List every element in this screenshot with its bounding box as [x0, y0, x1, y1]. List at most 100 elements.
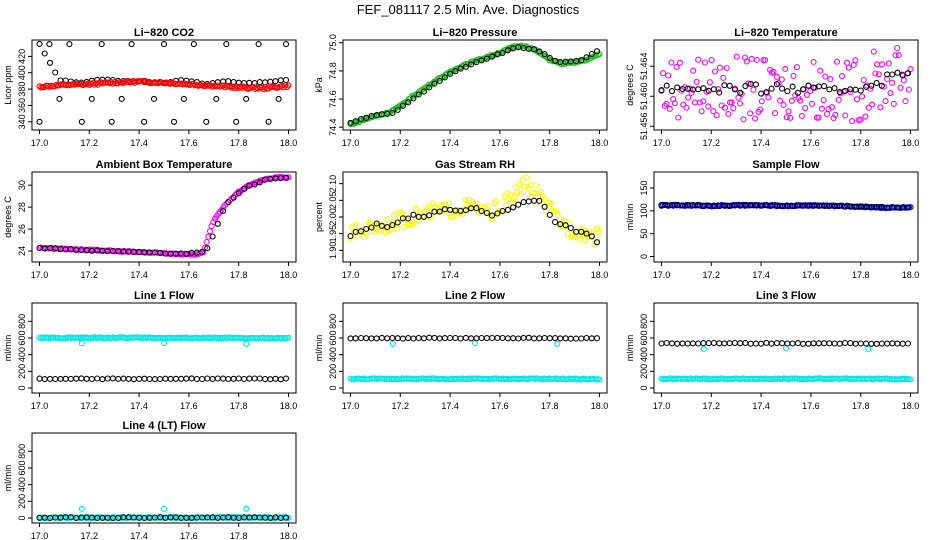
- avg-point: [204, 375, 211, 382]
- y-tick-label: 200: [17, 364, 27, 379]
- x-tick-label: 17.4: [752, 270, 770, 280]
- avg-point: [716, 89, 723, 96]
- avg-point: [478, 207, 485, 215]
- avg-point: [742, 339, 749, 347]
- avg-point: [389, 222, 396, 229]
- outlier-point: [160, 41, 168, 48]
- raw-point: [282, 82, 289, 89]
- x-tick-label: 17.2: [392, 138, 410, 148]
- y-tick-label: 74.4: [328, 118, 338, 136]
- raw-point: [762, 56, 769, 64]
- raw-point: [859, 93, 866, 100]
- raw-point: [885, 60, 892, 67]
- y-tick-label: 50: [639, 229, 649, 239]
- avg-point: [394, 219, 401, 226]
- outlier-point: [56, 95, 63, 102]
- y-tick-label: 2.05: [328, 192, 338, 210]
- avg-point: [99, 376, 106, 383]
- raw-point: [802, 105, 809, 112]
- raw-point: [690, 67, 697, 74]
- chart-panel: Line 3 Flow 17.0 17.2 17.4 17.6 17.8 18.0 0 200 4…: [625, 290, 919, 411]
- raw-point: [502, 202, 509, 209]
- outlier-point: [243, 340, 250, 347]
- avg-point: [578, 335, 585, 342]
- avg-point: [363, 225, 370, 233]
- raw-point: [713, 112, 720, 119]
- raw-point: [765, 94, 772, 101]
- panels-container: Li−820 CO2 17.0 17.2 17.4 17.6 17.8 18.0 340360…: [3, 27, 919, 540]
- avg-point: [583, 54, 590, 61]
- avg-point: [826, 340, 833, 347]
- x-tick-label: 17.0: [31, 138, 49, 148]
- avg-point: [347, 335, 354, 342]
- avg-point: [405, 335, 412, 342]
- raw-point: [400, 223, 408, 230]
- x-tick-label: 18.0: [591, 270, 609, 280]
- avg-point: [700, 340, 707, 347]
- avg-point: [593, 335, 601, 342]
- avg-point: [452, 334, 459, 342]
- avg-point: [899, 340, 906, 347]
- avg-point: [525, 198, 532, 205]
- avg-point: [689, 340, 696, 347]
- avg-point: [737, 340, 744, 347]
- avg-point: [256, 79, 263, 86]
- raw-point: [663, 100, 670, 107]
- avg-point: [578, 228, 585, 235]
- avg-point: [193, 375, 200, 383]
- outlier-point: [46, 41, 53, 48]
- avg-point: [663, 82, 670, 89]
- raw-point: [807, 88, 814, 95]
- raw-point: [842, 112, 849, 119]
- avg-point: [904, 340, 912, 347]
- raw-point: [825, 105, 832, 113]
- avg-point: [462, 207, 469, 214]
- avg-point: [282, 174, 290, 181]
- outlier-point: [118, 95, 125, 102]
- outlier-point: [108, 118, 115, 125]
- avg-point: [531, 46, 538, 53]
- avg-point: [394, 335, 401, 342]
- y-axis-label: Licor ppm: [3, 65, 13, 105]
- avg-point: [357, 334, 365, 342]
- raw-point: [733, 53, 740, 60]
- raw-point: [752, 115, 759, 122]
- raw-point: [665, 72, 672, 79]
- x-tick-label: 17.2: [81, 270, 99, 280]
- x-tick-label: 17.8: [852, 270, 870, 280]
- chart-panel: Line 2 Flow 17.0 17.2 17.4 17.6 17.8 18.0 0 200 4…: [314, 290, 608, 411]
- avg-point: [420, 335, 427, 342]
- y-tick-label: 200: [328, 364, 338, 379]
- y-tick-label: 0: [17, 515, 27, 520]
- raw-point: [695, 56, 702, 63]
- raw-point: [700, 98, 707, 105]
- raw-point: [818, 105, 825, 112]
- outlier-point: [170, 118, 178, 125]
- avg-point: [663, 339, 670, 347]
- avg-point: [578, 57, 585, 64]
- avg-point: [178, 375, 185, 382]
- x-tick-label: 17.6: [491, 138, 509, 148]
- avg-point: [394, 106, 401, 113]
- avg-point: [710, 339, 717, 347]
- y-tick-label: 400: [17, 347, 27, 362]
- avg-point: [831, 340, 838, 347]
- y-tick-label: 51.460: [639, 82, 649, 110]
- y-tick-label: 360: [17, 98, 27, 113]
- avg-point: [225, 375, 232, 383]
- raw-point: [205, 233, 212, 240]
- x-tick-label: 17.2: [392, 270, 410, 280]
- x-tick-label: 18.0: [280, 531, 298, 540]
- avg-point: [214, 220, 221, 227]
- avg-point: [567, 224, 574, 232]
- raw-point: [666, 105, 673, 112]
- y-tick-label: 30: [17, 180, 27, 190]
- raw-point: [783, 114, 790, 121]
- avg-point: [525, 334, 532, 341]
- raw-point: [865, 104, 872, 111]
- avg-point: [546, 54, 553, 61]
- chart-panel: Li−820 CO2 17.0 17.2 17.4 17.6 17.8 18.0 340360…: [3, 27, 297, 148]
- raw-point: [900, 77, 907, 84]
- plot-frame: [653, 39, 919, 131]
- avg-point: [499, 334, 506, 342]
